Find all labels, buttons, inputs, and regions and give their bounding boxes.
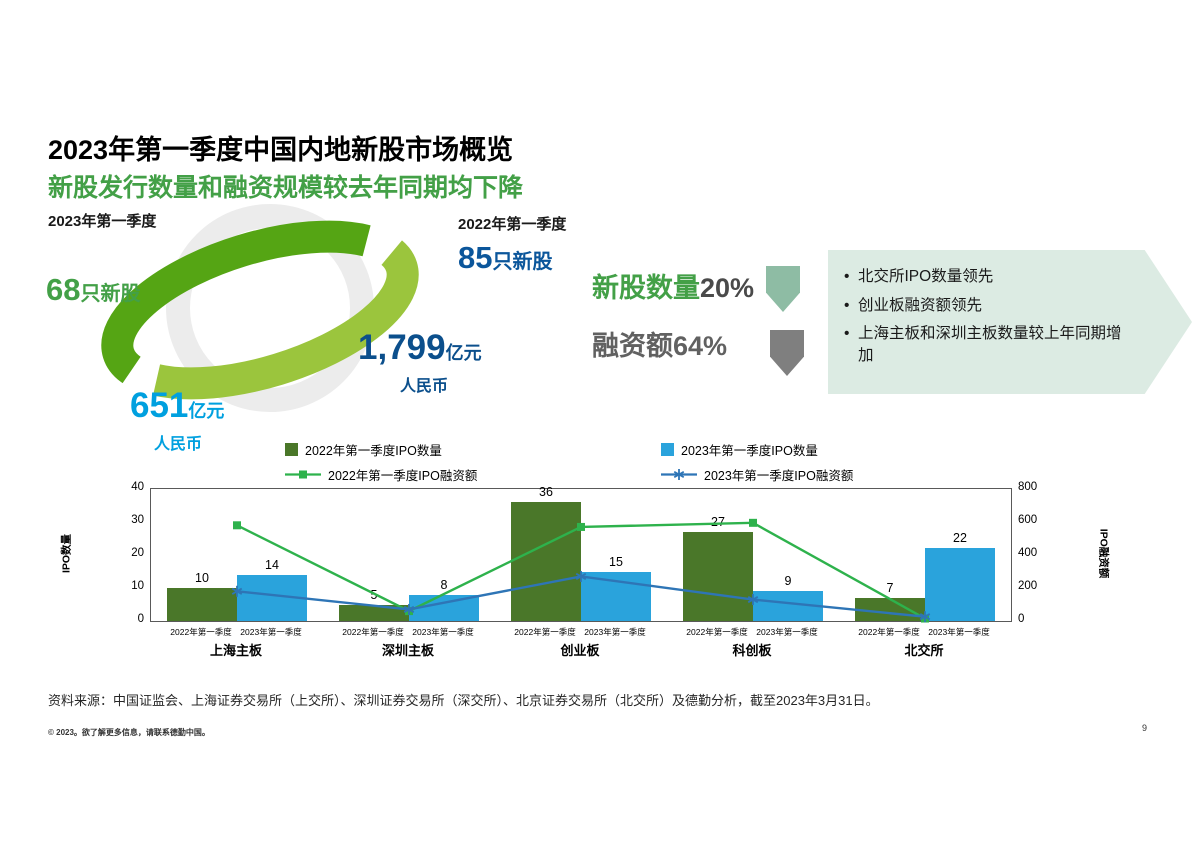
- proceeds-2022: 1,799亿元 人民币: [358, 328, 482, 396]
- ipo-count-change-value: 20%: [700, 273, 755, 303]
- bar: [511, 502, 581, 621]
- bar-value-label: 5: [370, 587, 378, 602]
- bar-value-label: 9: [784, 574, 792, 589]
- highlight-item: 上海主板和深圳主板数量较上年同期增加: [844, 323, 1132, 366]
- y-tick-right: 0: [1018, 613, 1025, 625]
- proceeds-change: 融资额64%: [592, 324, 727, 363]
- x-group-label: 深圳主板: [381, 643, 434, 658]
- proceeds-2023-unit: 亿元: [188, 401, 225, 421]
- legend-line-swatch: [285, 470, 321, 479]
- y-axis-title-right: IPO融资额: [1097, 528, 1110, 579]
- legend-item: 2022年第一季度IPO融资额: [285, 465, 661, 484]
- legend-label: 2022年第一季度IPO数量: [305, 444, 442, 458]
- x-sub-label: 2023年第一季度: [928, 627, 990, 637]
- x-sub-label: 2023年第一季度: [412, 627, 474, 637]
- bar-value-label: 7: [886, 580, 894, 595]
- source-note: 资料来源：中国证监会、上海证券交易所（上交所）、深圳证券交易所（深交所）、北京证…: [48, 693, 879, 708]
- highlight-item: 创业板融资额领先: [844, 295, 1132, 317]
- page-subtitle: 新股发行数量和融资规模较去年同期均下降: [48, 173, 524, 202]
- highlight-item: 北交所IPO数量领先: [844, 266, 1132, 288]
- bar: [409, 594, 479, 621]
- bar: [753, 591, 823, 621]
- y-axis-title-left: IPO数量: [60, 533, 73, 574]
- proceeds-change-label: 融资额: [592, 331, 673, 361]
- bar: [683, 531, 753, 621]
- legend-swatch: [661, 443, 674, 456]
- x-group-label: 科创板: [732, 643, 772, 658]
- highlights-list: 北交所IPO数量领先创业板融资额领先上海主板和深圳主板数量较上年同期增加: [844, 266, 1132, 367]
- x-sub-label: 2023年第一季度: [584, 627, 646, 637]
- x-sub-label: 2023年第一季度: [756, 627, 818, 637]
- proceeds-2022-currency: 人民币: [400, 378, 449, 395]
- y-tick-left: 10: [131, 580, 144, 592]
- legend-item: 2022年第一季度IPO数量: [285, 440, 661, 459]
- highlights-callout: 北交所IPO数量领先创业板融资额领先上海主板和深圳主板数量较上年同期增加: [828, 250, 1192, 394]
- proceeds-2023-currency: 人民币: [154, 436, 203, 453]
- bar: [167, 588, 237, 621]
- ipo-count-change-arrow: [766, 266, 800, 312]
- y-tick-left: 40: [131, 481, 144, 493]
- bar-value-label: 36: [539, 485, 553, 500]
- period-label-2023: 2023年第一季度: [48, 213, 157, 230]
- proceeds-change-value: 64%: [673, 331, 728, 361]
- legend-label: 2022年第一季度IPO融资额: [328, 469, 478, 483]
- ipo-combo-chart: 2022年第一季度IPO数量 2023年第一季度IPO数量 2022年第一季度IPO…: [0, 438, 1200, 673]
- x-sub-label: 2022年第一季度: [858, 627, 920, 637]
- legend-item: 2023年第一季度IPO融资额: [661, 465, 853, 484]
- page-number: 9: [1142, 723, 1148, 733]
- bar-value-label: 14: [265, 557, 279, 572]
- ipo-count-2022-value: 85: [458, 240, 493, 275]
- legend-label: 2023年第一季度IPO融资额: [704, 469, 854, 483]
- y-tick-left: 30: [131, 514, 144, 526]
- bar-value-label: 27: [711, 514, 725, 529]
- proceeds-2022-value: 1,799: [358, 328, 446, 367]
- page-title: 2023年第一季度中国内地新股市场概览: [48, 135, 514, 166]
- bar-value-label: 8: [440, 577, 448, 592]
- x-group-label: 创业板: [560, 643, 600, 658]
- bar: [339, 604, 409, 621]
- y-tick-right: 200: [1018, 580, 1038, 592]
- bar-value-label: 22: [953, 531, 967, 546]
- x-sub-label: 2022年第一季度: [514, 627, 576, 637]
- ipo-count-change-label: 新股数量: [592, 273, 700, 303]
- bar: [925, 548, 995, 621]
- ipo-count-2023: 68只新股: [46, 272, 140, 308]
- x-sub-label: 2022年第一季度: [170, 627, 232, 637]
- x-sub-label: 2023年第一季度: [240, 627, 302, 637]
- x-sub-label: 2022年第一季度: [342, 627, 404, 637]
- legend-swatch: [285, 443, 298, 456]
- proceeds-2022-unit: 亿元: [445, 343, 482, 363]
- proceeds-2023: 651亿元 人民币: [130, 386, 224, 454]
- bar: [237, 574, 307, 621]
- ipo-count-2022-suffix: 只新股: [492, 251, 553, 273]
- period-label-2022: 2022年第一季度: [458, 216, 567, 233]
- x-group-label: 上海主板: [209, 643, 262, 658]
- ipo-count-2023-suffix: 只新股: [80, 283, 141, 305]
- proceeds-change-arrow: [770, 330, 804, 376]
- y-tick-right: 400: [1018, 547, 1038, 559]
- x-group-label: 北交所: [904, 643, 944, 658]
- bar: [581, 571, 651, 621]
- legend-item: 2023年第一季度IPO数量: [661, 440, 853, 459]
- x-sub-label: 2022年第一季度: [686, 627, 748, 637]
- circular-arrow-graphic: [101, 204, 419, 412]
- ipo-count-2022: 85只新股: [458, 240, 552, 276]
- ipo-count-2023-value: 68: [46, 272, 81, 307]
- legend-label: 2023年第一季度IPO数量: [681, 444, 818, 458]
- y-tick-right: 800: [1018, 481, 1038, 493]
- ipo-count-change: 新股数量20%: [592, 266, 754, 305]
- y-tick-left: 0: [137, 613, 144, 625]
- y-tick-left: 20: [131, 547, 144, 559]
- y-tick-right: 600: [1018, 514, 1038, 526]
- chart-plot: 10 5 36 27 7 14 8 15 9 22: [150, 485, 1012, 623]
- chart-legend: 2022年第一季度IPO数量 2023年第一季度IPO数量 2022年第一季度IPO…: [285, 440, 853, 484]
- bar-value-label: 15: [609, 554, 623, 569]
- proceeds-2023-value: 651: [130, 386, 189, 425]
- legend-line-swatch: [661, 469, 697, 480]
- bar-value-label: 10: [195, 571, 209, 585]
- copyright-note: © 2023。欲了解更多信息，请联系德勤中国。: [48, 728, 210, 737]
- bar: [855, 597, 925, 621]
